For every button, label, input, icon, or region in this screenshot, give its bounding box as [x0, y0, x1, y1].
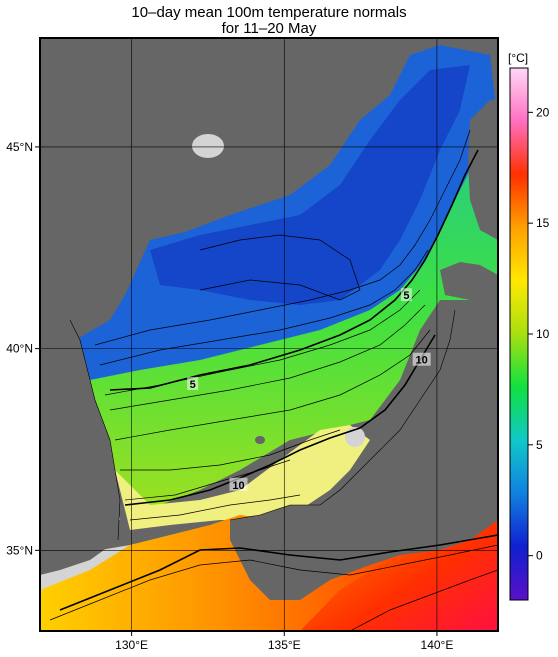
japan-honshu-land: [230, 300, 498, 600]
contour-label: 10: [416, 355, 428, 367]
y-tick-label: 40°N: [6, 342, 33, 356]
contour-label: 10: [232, 480, 244, 492]
colorbar: [°C] 0 5 10 15 20: [508, 51, 550, 601]
colorbar-tick-label: 15: [536, 216, 550, 230]
map-title: 10–day mean 100m temperature normals: [131, 4, 407, 21]
colorbar-tick-label: 10: [536, 327, 550, 341]
colorbar-unit: [°C]: [508, 51, 528, 65]
contour-label-bg: [400, 288, 412, 302]
colorbar-ticks: 0 5 10 15 20: [528, 105, 550, 563]
colorbar-tick-label: 0: [536, 549, 543, 563]
hokkaido-south-land: [440, 262, 498, 300]
map-frame: [39, 37, 499, 632]
contour-label-bg: [187, 376, 199, 390]
transition-water-region: [90, 110, 498, 515]
coldest-water-core: [150, 65, 470, 305]
x-tick-label: 135°E: [268, 638, 301, 652]
warm-coastal-water: [115, 425, 370, 530]
coastlines: [69, 309, 456, 541]
y-tick-label: 45°N: [6, 140, 33, 154]
y-axis-ticks: 45°N 40°N 35°N: [6, 140, 40, 557]
contour-label-bg: [412, 352, 431, 366]
bold-contour-lines: [59, 149, 498, 611]
contour-labels: 5 5 10 10: [187, 288, 431, 492]
contour-label: 5: [190, 379, 196, 391]
contour-label: 5: [403, 290, 409, 302]
lake-khanka: [192, 134, 224, 158]
y-tick-label: 35°N: [6, 543, 33, 557]
map-area: [40, 38, 498, 631]
colorbar-tick-label: 5: [536, 438, 543, 452]
contour-label-bg: [229, 477, 248, 491]
map-subtitle: for 11–20 May: [221, 20, 317, 37]
x-axis-ticks: 130°E 135°E 140°E: [115, 631, 453, 652]
island: [255, 436, 265, 444]
graticule: [40, 38, 498, 631]
x-tick-label: 140°E: [421, 638, 454, 652]
korea-land: [40, 300, 120, 575]
hokkaido-land: [468, 100, 498, 240]
x-tick-label: 130°E: [115, 638, 148, 652]
colorbar-tick-label: 20: [536, 105, 550, 119]
colorbar-scale: [509, 67, 529, 601]
